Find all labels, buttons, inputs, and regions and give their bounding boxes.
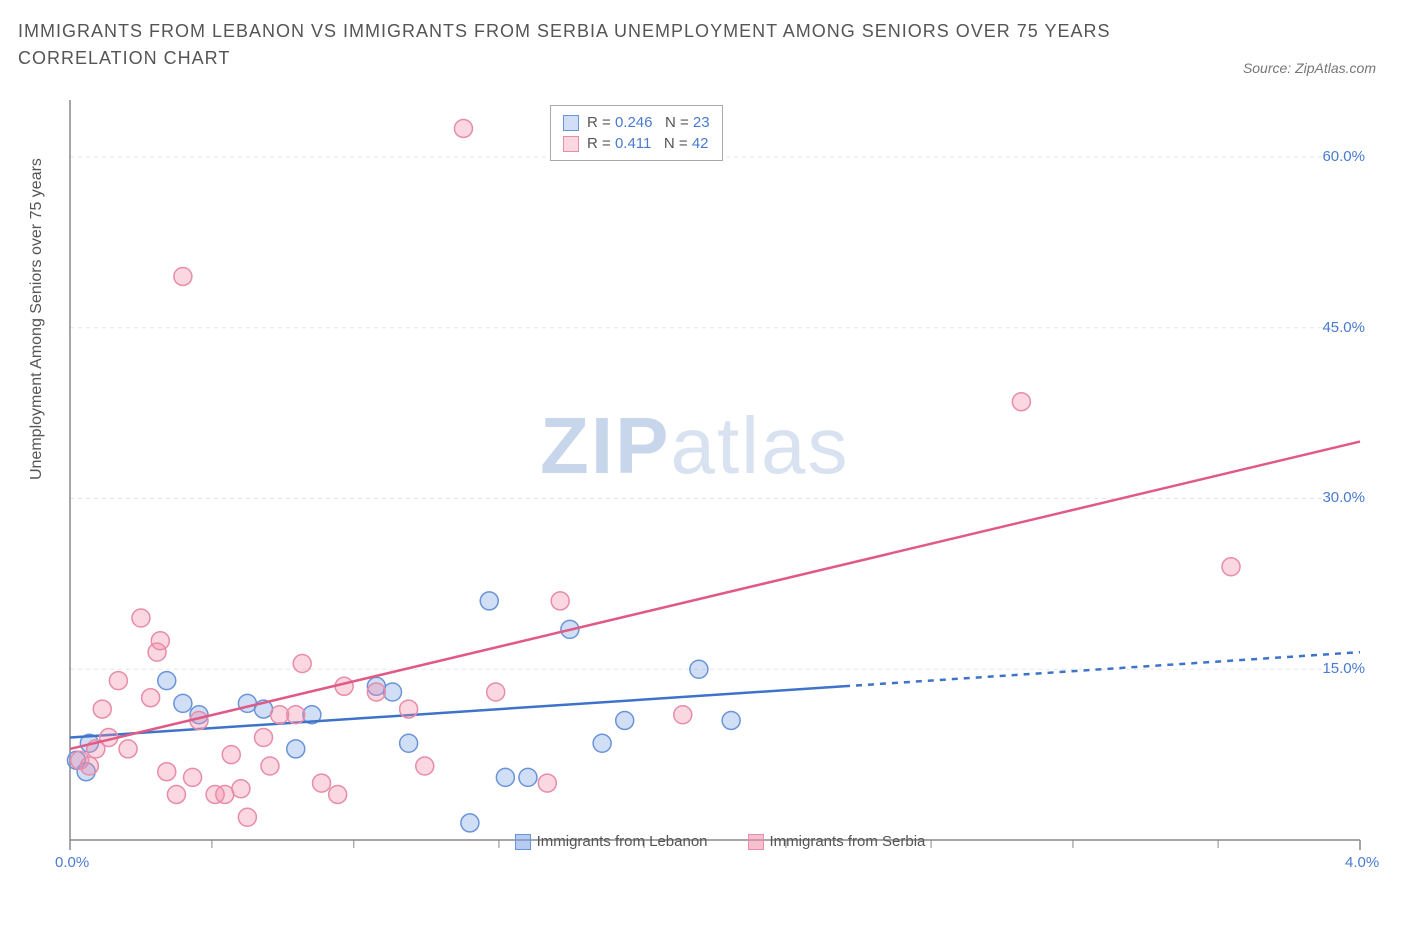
legend-swatch (563, 136, 579, 152)
legend-swatch (515, 834, 531, 850)
series-name: Immigrants from Serbia (770, 833, 926, 850)
series-legend: Immigrants from Lebanon Immigrants from S… (60, 833, 1380, 850)
chart-area: ZIPatlas R = 0.246 N = 23R = 0.411 N = 4… (60, 100, 1380, 860)
stats-legend: R = 0.246 N = 23R = 0.411 N = 42 (550, 105, 723, 161)
y-tick-label: 60.0% (1322, 148, 1365, 165)
series-legend-item: Immigrants from Serbia (748, 833, 926, 850)
legend-swatch (748, 834, 764, 850)
series-name: Immigrants from Lebanon (537, 833, 708, 850)
y-tick-label: 30.0% (1322, 489, 1365, 506)
legend-swatch (563, 115, 579, 131)
legend-stats: R = 0.246 N = 23 (587, 112, 710, 133)
legend-row: R = 0.411 N = 42 (563, 133, 710, 154)
y-axis-label: Unemployment Among Seniors over 75 years (28, 158, 46, 480)
chart-title: IMMIGRANTS FROM LEBANON VS IMMIGRANTS FR… (18, 18, 1118, 72)
x-tick-label: 4.0% (1345, 854, 1379, 871)
x-tick-label: 0.0% (55, 854, 89, 871)
legend-stats: R = 0.411 N = 42 (587, 133, 709, 154)
series-legend-item: Immigrants from Lebanon (515, 833, 708, 850)
y-tick-label: 45.0% (1322, 319, 1365, 336)
scatter-plot (60, 100, 1380, 860)
legend-row: R = 0.246 N = 23 (563, 112, 710, 133)
y-tick-label: 15.0% (1322, 660, 1365, 677)
source-label: Source: ZipAtlas.com (1243, 60, 1376, 76)
